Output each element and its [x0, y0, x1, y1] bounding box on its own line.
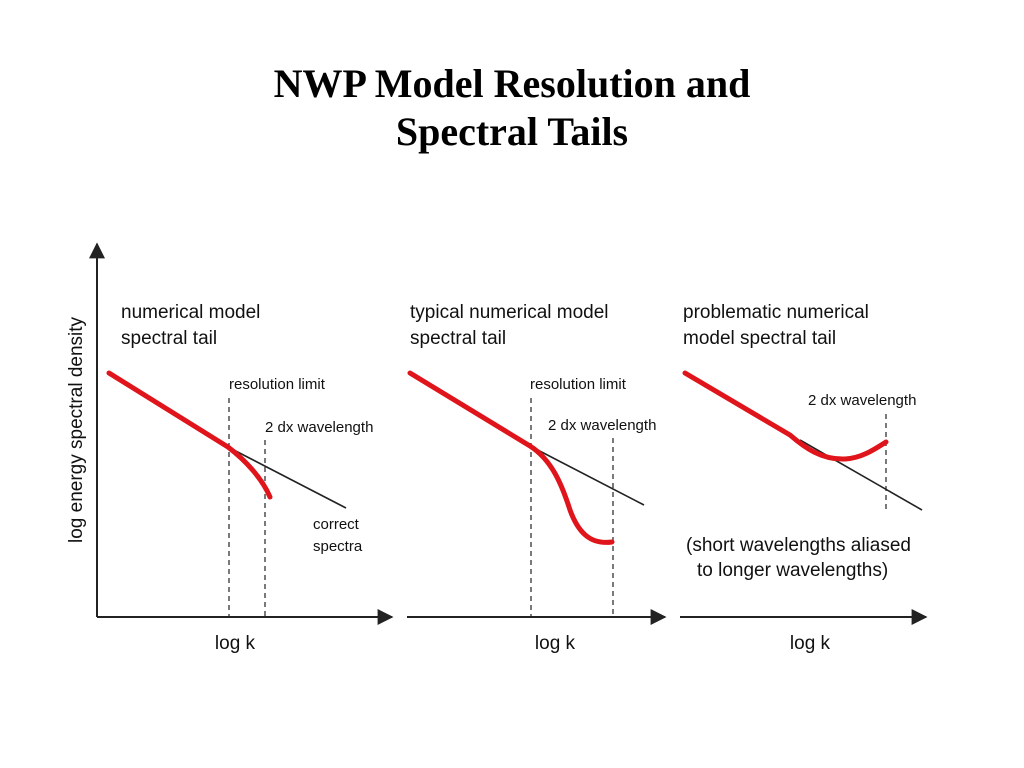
panel-3-x-axis-label: log k	[790, 633, 831, 654]
panel-2-2dx-label: 2 dx wavelength	[548, 417, 656, 434]
panel-3-heading-line-1: problematic numerical	[683, 302, 869, 323]
panel-1-resolution-limit-label: resolution limit	[229, 376, 326, 393]
title-line-2: Spectral Tails	[395, 109, 629, 154]
panel-3-model-curve	[682, 370, 889, 462]
panel-1-correct-label-2: spectra	[313, 538, 363, 555]
panel-1-2dx-label: 2 dx wavelength	[265, 419, 373, 436]
panel-3-correct-spectra-line	[799, 439, 923, 511]
panel-3-note-line-1: (short wavelengths aliased	[686, 535, 911, 556]
panel-1-heading-line-1: numerical model	[121, 302, 260, 323]
panel-1: numerical model spectral tail resolution…	[97, 302, 394, 654]
panel-3-2dx-label: 2 dx wavelength	[808, 392, 916, 409]
panel-2: typical numerical model spectral tail re…	[407, 302, 667, 654]
panel-2-x-axis-label: log k	[535, 633, 576, 654]
panel-1-x-axis-label: log k	[215, 633, 256, 654]
panel-2-model-curve	[407, 370, 615, 545]
panel-1-heading-line-2: spectral tail	[121, 328, 217, 349]
panel-2-heading-line-2: spectral tail	[410, 328, 506, 349]
panel-3-note-line-2: to longer wavelengths)	[697, 560, 888, 581]
panel-3: problematic numerical model spectral tai…	[680, 302, 928, 654]
panel-1-model-curve	[106, 370, 273, 500]
panel-2-heading-line-1: typical numerical model	[410, 302, 609, 323]
slide-title: NWP Model Resolution and Spectral Tails	[0, 60, 1024, 156]
panel-3-heading-line-2: model spectral tail	[683, 328, 836, 349]
y-axis-label: log energy spectral density	[66, 316, 87, 543]
panel-1-correct-label-1: correct	[313, 516, 360, 533]
panel-2-resolution-limit-label: resolution limit	[530, 376, 627, 393]
title-line-1: NWP Model Resolution and	[273, 61, 751, 106]
panel-2-correct-spectra-line	[529, 445, 645, 506]
panel-1-correct-spectra-line	[227, 446, 347, 509]
